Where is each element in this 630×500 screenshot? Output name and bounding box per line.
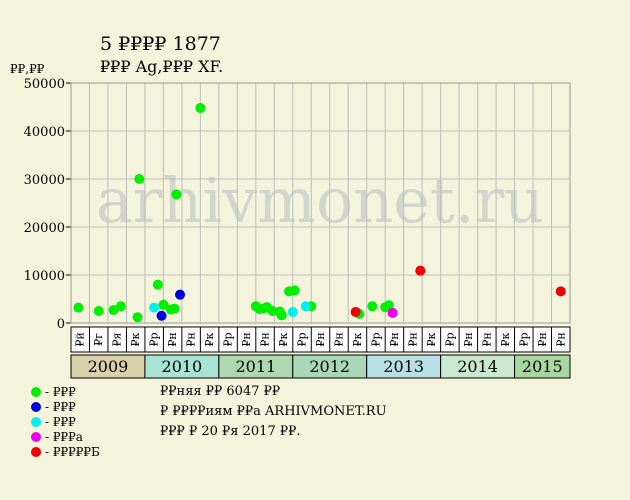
data-point[interactable] [156,310,167,321]
month-label: ₽к [425,332,438,346]
data-point[interactable] [289,285,300,296]
data-point[interactable] [387,307,398,318]
year-label: 2012 [309,357,350,376]
data-point[interactable] [195,102,206,113]
legend-label: - ₽₽₽а [45,430,83,444]
month-label: ₽н [259,332,272,346]
footnote: ₽₽няя ₽₽ 6047 ₽₽ [160,384,280,399]
data-point[interactable] [367,301,378,312]
month-label: ₽н [462,332,475,346]
chart-subtitle: ₽₽₽ Ag,₽₽₽ XF. [100,57,223,76]
legend-marker [31,432,41,442]
data-point[interactable] [415,265,426,276]
data-point[interactable] [171,189,182,200]
legend-marker [31,417,41,427]
month-label: ₽р [296,332,309,346]
data-point[interactable] [267,306,278,316]
month-label: ₽к [277,332,290,346]
year-label: 2009 [88,357,129,376]
year-label: 2014 [457,357,498,376]
data-point[interactable] [108,305,119,316]
data-point[interactable] [276,310,287,321]
month-label: ₽г [92,333,105,346]
month-label: ₽н [185,332,198,346]
year-label: 2011 [235,357,276,376]
y-tick-label: 40000 [24,125,65,140]
month-label: ₽н [240,332,253,346]
month-label: ₽н [406,332,419,346]
y-tick-label: 30000 [24,173,65,188]
data-point[interactable] [134,174,145,184]
month-label: ₽р [369,332,382,346]
data-point[interactable] [175,289,186,300]
data-point[interactable] [287,306,298,317]
month-label: ₽н [388,332,401,346]
data-point[interactable] [93,306,104,316]
footnote: ₽ ₽₽₽₽иям ₽₽а ARHIVMONET.RU [160,404,387,419]
month-row [70,326,571,353]
year-cell [514,354,571,379]
legend-label: - ₽₽₽ [45,415,76,429]
legend-label: - ₽₽₽ [45,400,76,414]
data-point[interactable] [555,286,566,297]
data-point[interactable] [350,306,361,317]
year-label: 2010 [162,357,203,376]
month-label: ₽н [314,332,327,346]
y-axis-label: ₽₽,₽₽ [10,62,45,76]
plot-border [70,82,571,324]
footnote: ₽₽₽ ₽ 20 ₽я 2017 ₽₽. [160,424,301,439]
month-label: ₽к [351,332,364,346]
y-tick-label: 20000 [24,221,65,236]
year-label: 2013 [383,357,424,376]
month-label: ₽р [443,332,456,346]
data-point[interactable] [73,302,84,313]
data-point[interactable] [152,279,163,290]
data-point[interactable] [149,302,160,313]
month-label: ₽н [536,332,549,346]
legend-marker [31,402,41,412]
month-label: ₽й [74,332,87,346]
month-label: ₽р [222,332,235,346]
data-point[interactable] [115,301,126,312]
month-label: ₽р [148,332,161,346]
data-point[interactable] [300,301,311,312]
month-label: ₽я [111,332,124,346]
data-point[interactable] [132,312,143,323]
data-point[interactable] [158,299,169,310]
month-label: ₽н [166,332,179,346]
legend-marker [31,447,41,457]
y-tick-label: 0 [57,317,65,332]
month-label: ₽н [332,332,345,346]
month-label: ₽к [499,332,512,346]
month-label: ₽р [517,332,530,346]
data-point[interactable] [383,300,394,311]
month-label: ₽к [203,332,216,346]
legend-label: - ₽₽₽₽₽Б [45,445,100,459]
month-label: ₽к [129,332,142,346]
legend-marker [31,387,41,397]
legend-label: - ₽₽₽ [45,385,76,399]
data-point[interactable] [169,303,180,314]
y-tick-label: 10000 [24,269,65,284]
chart-title: 5 ₽₽₽₽ 1877 [100,33,221,55]
watermark: arhivmonet.ru [96,164,544,237]
y-tick-label: 50000 [24,77,65,92]
month-label: ₽н [480,332,493,346]
year-label: 2015 [522,357,563,376]
month-label: ₽н [554,332,567,346]
